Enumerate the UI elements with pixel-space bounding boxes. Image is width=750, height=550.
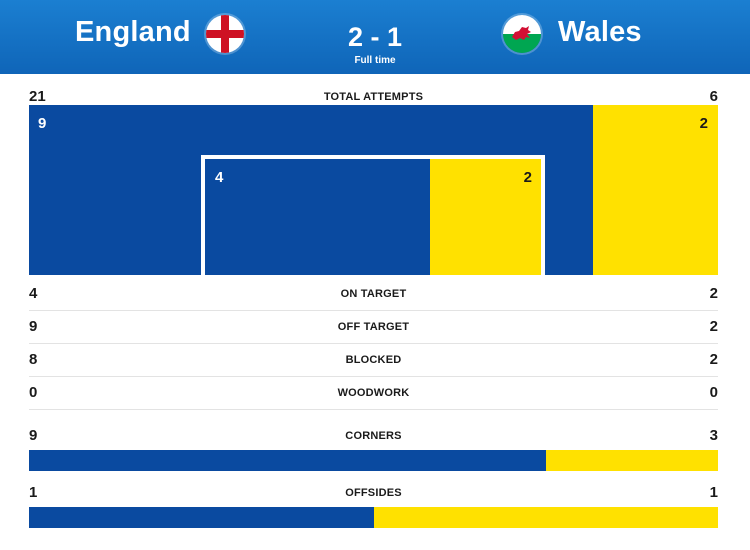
off-target-away: 2 [709, 318, 718, 335]
off-target-home: 9 [29, 318, 38, 335]
total-attempts-home: 21 [29, 88, 46, 105]
on-target-label: ON TARGET [340, 288, 407, 300]
goal-frame: 4 2 [201, 155, 545, 275]
blocked-away: 2 [709, 351, 718, 368]
on-target-away: 2 [709, 285, 718, 302]
offsides-home: 1 [29, 484, 38, 501]
total-attempts-label: TOTAL ATTEMPTS [323, 91, 424, 103]
offsides-label: OFFSIDES [345, 487, 402, 499]
outside-goal-away-value: 2 [699, 115, 708, 132]
outside-goal-home-value: 9 [38, 115, 47, 132]
corners-row: 9 CORNERS 3 [29, 419, 718, 452]
goal-home-bar [205, 159, 430, 275]
off-target-label: OFF TARGET [337, 321, 410, 333]
inside-goal-home-value: 4 [215, 169, 224, 186]
home-team-name: England [75, 16, 191, 48]
inside-goal-away-value: 2 [523, 169, 532, 186]
corners-bar [29, 450, 718, 471]
woodwork-away: 0 [709, 384, 718, 401]
woodwork-row: 0 WOODWORK 0 [29, 376, 718, 410]
attempts-graphic: 9 2 4 2 [29, 105, 718, 275]
offsides-bar [29, 507, 718, 528]
corners-label: CORNERS [345, 430, 402, 442]
corners-home: 9 [29, 427, 38, 444]
on-target-home: 4 [29, 285, 38, 302]
offsides-home-fill [29, 507, 374, 528]
woodwork-home: 0 [29, 384, 38, 401]
offsides-row: 1 OFFSIDES 1 [29, 476, 718, 509]
on-target-row: 4 ON TARGET 2 [29, 277, 718, 311]
england-flag-icon [206, 15, 244, 53]
blocked-label: BLOCKED [345, 354, 402, 366]
off-target-row: 9 OFF TARGET 2 [29, 310, 718, 344]
blocked-home: 8 [29, 351, 38, 368]
match-header: England 2 - 1 Full time Wales [0, 0, 750, 74]
total-attempts-away: 6 [709, 88, 718, 105]
match-score: 2 - 1 [347, 22, 403, 52]
match-status: Full time [354, 55, 396, 66]
total-attempts-row: 21 TOTAL ATTEMPTS 6 [29, 80, 718, 113]
corners-away: 3 [709, 427, 718, 444]
corners-home-fill [29, 450, 546, 471]
wales-flag-icon [503, 15, 541, 53]
offsides-away: 1 [709, 484, 718, 501]
blocked-row: 8 BLOCKED 2 [29, 343, 718, 377]
away-team-name: Wales [558, 16, 642, 48]
woodwork-label: WOODWORK [337, 387, 410, 399]
